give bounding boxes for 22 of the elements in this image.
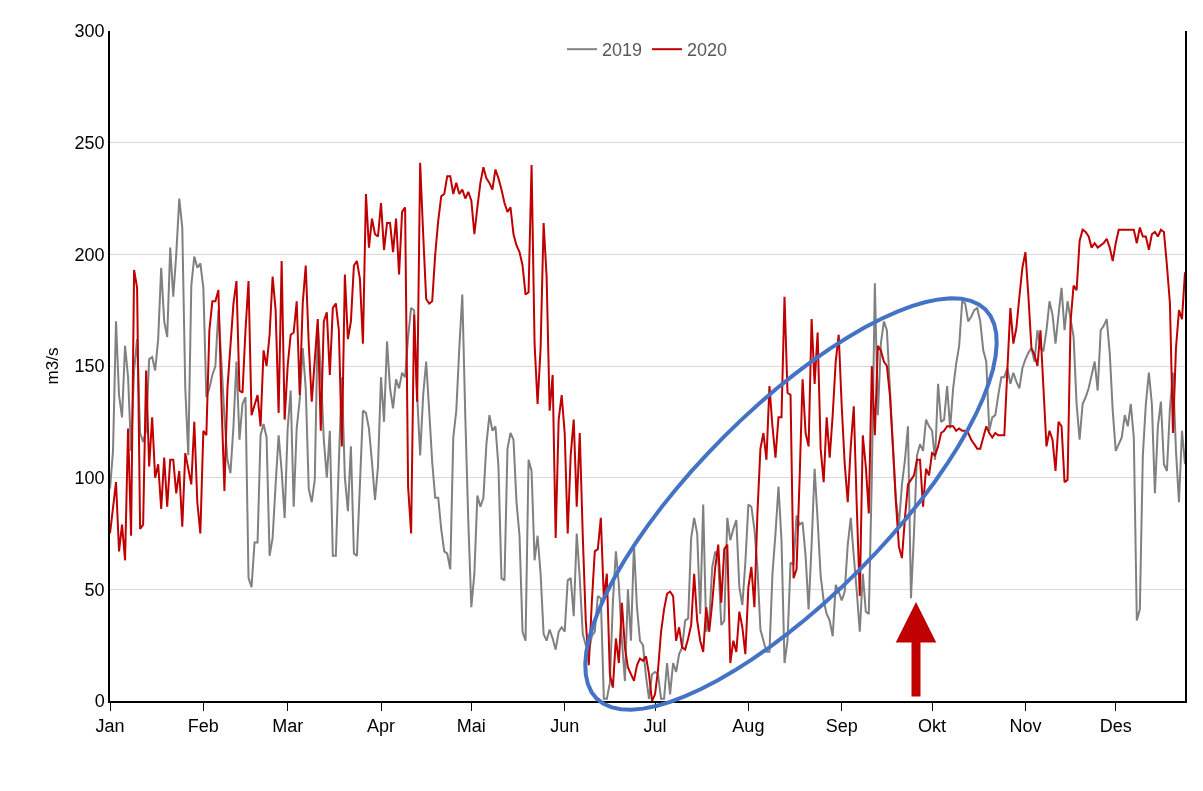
legend-label: 2019 <box>602 40 643 61</box>
x-tick-label: Jun <box>550 716 580 737</box>
x-tick-label: Okt <box>918 716 947 737</box>
x-tick-label: Jan <box>95 716 125 737</box>
y-tick-label: 300 <box>74 21 105 42</box>
legend-label: 2020 <box>687 40 728 61</box>
y-tick-label: 200 <box>74 244 105 265</box>
y-tick-label: 50 <box>84 579 105 600</box>
x-tick-label: Des <box>1099 716 1132 737</box>
x-tick-label: Mar <box>272 716 304 737</box>
x-tick-label: Jul <box>643 716 667 737</box>
x-tick-label: Feb <box>187 716 219 737</box>
y-tick-label: 150 <box>74 356 105 377</box>
x-tick-label: Nov <box>1009 716 1042 737</box>
x-tick-label: Mai <box>456 716 486 737</box>
y-tick-label: 0 <box>94 691 105 712</box>
y-axis-title: m3/s <box>42 347 62 385</box>
y-tick-label: 250 <box>74 132 105 153</box>
x-tick-label: Sep <box>825 716 858 737</box>
y-tick-label: 100 <box>74 467 105 488</box>
x-tick-label: Aug <box>732 716 765 737</box>
x-tick-label: Apr <box>367 716 396 737</box>
